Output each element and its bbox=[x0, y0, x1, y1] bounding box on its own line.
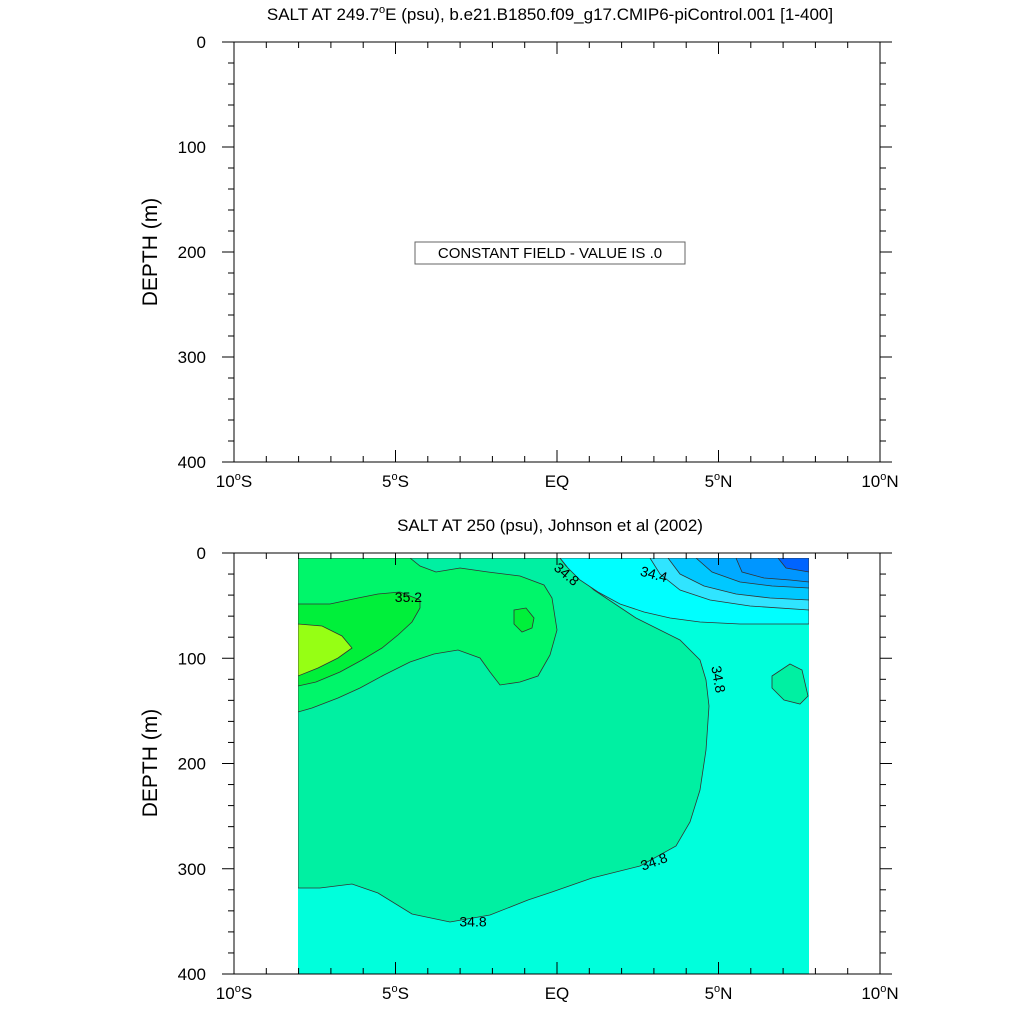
contour-label-group: 34.8 bbox=[459, 913, 486, 929]
bottom-x-tick-label: 10oS bbox=[216, 983, 252, 1003]
top-x-tick-label: 10oS bbox=[216, 471, 252, 491]
bottom-y-axis-title: DEPTH (m) bbox=[139, 709, 162, 818]
bottom-x-tick-label: 5oN bbox=[705, 983, 733, 1003]
top-y-tick-label: 100 bbox=[178, 138, 206, 157]
bottom-panel-ticks: 10oS 5oS EQ 5oN 10oN 0 100 200 300 400 bbox=[178, 544, 899, 1003]
salinity-band-34-8-patch bbox=[771, 663, 809, 705]
top-y-tick-label: 0 bbox=[197, 33, 206, 52]
salinity-band-35-0-region bbox=[298, 558, 558, 713]
top-panel-title: SALT AT 249.7oE (psu), b.e21.B1850.f09_g… bbox=[267, 4, 833, 24]
bottom-y-tick-label: 200 bbox=[178, 755, 206, 774]
constant-field-message: CONSTANT FIELD - VALUE IS .0 bbox=[438, 245, 662, 262]
top-panel: SALT AT 249.7oE (psu), b.e21.B1850.f09_g… bbox=[139, 4, 899, 491]
contour-label: 34.4 bbox=[639, 563, 670, 586]
salinity-fresh-band-6 bbox=[777, 558, 809, 573]
top-panel-ticks: 10oS 5oS EQ 5oN 10oN 0 100 200 300 400 bbox=[178, 33, 899, 491]
contour-label-group: 34.8 bbox=[708, 664, 729, 694]
bottom-panel-title: SALT AT 250 (psu), Johnson et al (2002) bbox=[397, 516, 703, 535]
top-y-tick-label: 200 bbox=[178, 243, 206, 262]
contour-label: 34.8 bbox=[459, 913, 486, 929]
constant-field-box bbox=[414, 241, 686, 265]
bottom-y-tick-label: 0 bbox=[197, 544, 206, 563]
salinity-band-35-2-patch bbox=[513, 607, 535, 633]
salinity-band-35-4-region bbox=[298, 623, 353, 677]
top-x-tick-label: 10oN bbox=[861, 471, 898, 491]
top-y-tick-label: 400 bbox=[178, 453, 206, 472]
bottom-y-tick-label: 400 bbox=[178, 965, 206, 984]
bottom-y-tick-label: 100 bbox=[178, 649, 206, 668]
contour-label: 34.8 bbox=[708, 664, 729, 694]
bottom-panel: SALT AT 250 (psu), Johnson et al (2002) bbox=[139, 516, 899, 1003]
bottom-y-tick-label: 300 bbox=[178, 860, 206, 879]
bottom-x-tick-label: EQ bbox=[545, 984, 570, 1003]
contour-label-group: 35.2 bbox=[395, 589, 422, 605]
salinity-field bbox=[298, 558, 809, 974]
top-y-tick-label: 300 bbox=[178, 348, 206, 367]
top-x-tick-label: EQ bbox=[545, 472, 570, 491]
bottom-x-tick-label: 5oS bbox=[382, 983, 409, 1003]
contour-label-group: 34.4 bbox=[639, 563, 670, 586]
bottom-x-tick-label: 10oN bbox=[861, 983, 898, 1003]
top-x-tick-label: 5oN bbox=[705, 471, 733, 491]
top-y-axis-title: DEPTH (m) bbox=[139, 198, 162, 307]
top-x-tick-label: 5oS bbox=[382, 471, 409, 491]
contour-label: 35.2 bbox=[395, 589, 422, 605]
